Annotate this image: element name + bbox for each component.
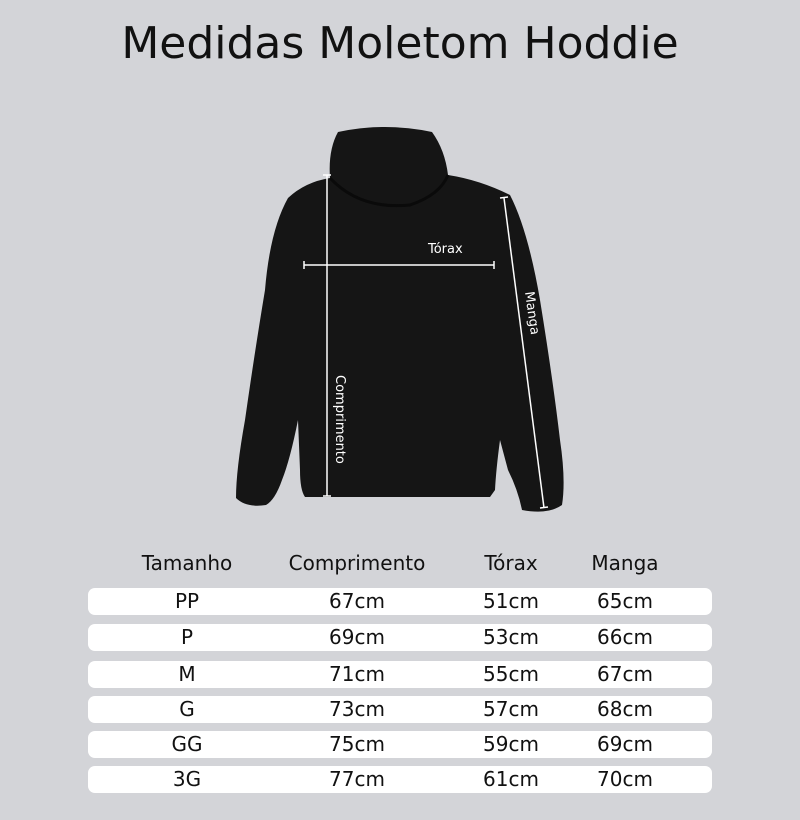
cell-size: GG [171,732,203,756]
cell-manga: 66cm [597,625,653,649]
cell-manga: 67cm [597,662,653,686]
comprimento-label: Comprimento [332,375,347,464]
manga-label: Manga [521,290,542,335]
header-manga: Manga [591,551,659,575]
table-row: M 71cm 55cm 67cm [88,661,712,688]
hoodie-illustration: Tórax Manga Comprimento [236,127,564,512]
cell-torax: 51cm [483,589,539,613]
table-row: P 69cm 53cm 66cm [88,624,712,651]
manga-line [503,197,545,509]
cell-torax: 55cm [483,662,539,686]
cell-manga: 65cm [597,589,653,613]
cell-comprimento: 71cm [329,662,385,686]
table-header: Tamanho Comprimento Tórax Manga [88,548,712,578]
cell-torax: 59cm [483,732,539,756]
cell-torax: 61cm [483,767,539,791]
cell-comprimento: 77cm [329,767,385,791]
cell-size: G [179,697,195,721]
cell-manga: 68cm [597,697,653,721]
header-torax: Tórax [484,551,538,575]
table-row: G 73cm 57cm 68cm [88,696,712,723]
cell-torax: 53cm [483,625,539,649]
cell-manga: 70cm [597,767,653,791]
cell-size: M [178,662,196,686]
cell-torax: 57cm [483,697,539,721]
table-row: GG 75cm 59cm 69cm [88,731,712,758]
table-row: PP 67cm 51cm 65cm [88,588,712,615]
cell-comprimento: 69cm [329,625,385,649]
hoodie-body [236,127,564,512]
table-row: 3G 77cm 61cm 70cm [88,766,712,793]
header-comprimento: Comprimento [288,551,426,575]
hood-fold [328,174,450,208]
cell-comprimento: 75cm [329,732,385,756]
torax-label: Tórax [427,242,463,257]
page-title: Medidas Moletom Hoddie [121,18,679,69]
cell-size: PP [174,589,200,613]
cell-manga: 69cm [597,732,653,756]
cell-size: 3G [172,767,202,791]
measurement-lines [303,174,549,509]
cell-comprimento: 73cm [329,697,385,721]
header-tamanho: Tamanho [141,551,233,575]
cell-size: P [180,625,194,649]
cell-comprimento: 67cm [329,589,385,613]
